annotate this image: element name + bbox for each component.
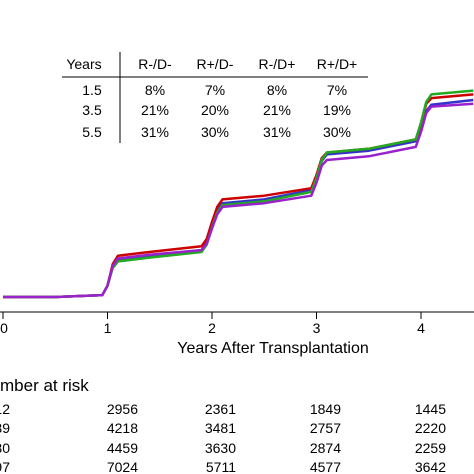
inset-cell: 5.5: [82, 124, 102, 140]
risk-cell: 3630: [205, 440, 236, 456]
risk-table: mber at risk 12 2956 2361 1849 1445 39 4218 348…: [0, 376, 446, 474]
risk-cell: 2361: [205, 401, 236, 417]
inset-cell: 31%: [263, 124, 291, 140]
risk-cell: 30: [0, 440, 10, 456]
inset-cell: 7%: [327, 82, 347, 98]
inset-cell: 3.5: [82, 102, 102, 118]
series-line-4: [3, 102, 474, 299]
risk-cell: 4459: [107, 440, 138, 456]
risk-cell: 2220: [415, 420, 446, 436]
inset-cell: 7%: [205, 82, 225, 98]
risk-cell: 2757: [310, 420, 341, 436]
risk-rows: 12 2956 2361 1849 1445 39 4218 3481 2757 2220 30 44…: [0, 401, 446, 474]
inset-cell: 8%: [267, 82, 287, 98]
risk-cell: 12: [0, 401, 10, 417]
risk-table-title: mber at risk: [0, 376, 89, 395]
inset-header-rndp: R-/D+: [259, 56, 296, 72]
x-tick-label: 0: [0, 320, 8, 336]
risk-cell: 7024: [107, 459, 138, 474]
inset-header-rndn: R-/D-: [138, 56, 172, 72]
risk-cell: 2259: [415, 440, 446, 456]
inset-table: Years R-/D- R+/D- R-/D+ R+/D+ 1.5 8% 7% …: [62, 52, 368, 143]
risk-cell: 1849: [310, 401, 341, 417]
inset-cell: 1.5: [82, 82, 102, 98]
inset-cell: 8%: [145, 82, 165, 98]
risk-cell: 39: [0, 420, 10, 436]
x-tick-label: 4: [417, 320, 425, 336]
inset-header-years: Years: [66, 56, 101, 72]
x-tick-label: 1: [104, 320, 112, 336]
x-tick-label: 3: [313, 320, 321, 336]
inset-cell: 20%: [201, 102, 229, 118]
risk-cell: 3642: [415, 459, 446, 474]
risk-cell: 2956: [107, 401, 138, 417]
inset-cell: 31%: [141, 124, 169, 140]
inset-cell: 30%: [201, 124, 229, 140]
series-line-3: [3, 89, 474, 299]
series-line-2: [3, 93, 474, 299]
x-axis: 0 1 2 3 4 Years After Transplantation: [0, 311, 474, 357]
risk-cell: 4218: [107, 420, 138, 436]
inset-cell: 21%: [141, 102, 169, 118]
risk-cell: 3481: [205, 420, 236, 436]
inset-cell: 21%: [263, 102, 291, 118]
risk-cell: 2874: [310, 440, 341, 456]
inset-header-rpdp: R+/D+: [317, 56, 357, 72]
risk-cell: 97: [0, 459, 10, 474]
series-layer: [3, 89, 474, 299]
risk-cell: 5711: [206, 459, 236, 474]
x-tick-label: 2: [208, 320, 216, 336]
inset-cell: 30%: [323, 124, 351, 140]
inset-header-rpdn: R+/D-: [197, 56, 234, 72]
risk-cell: 4577: [310, 459, 341, 474]
x-tick-layer: 0 1 2 3 4: [0, 312, 425, 336]
x-axis-title: Years After Transplantation: [177, 340, 369, 357]
risk-cell: 1445: [415, 401, 446, 417]
inset-cell: 19%: [323, 102, 351, 118]
